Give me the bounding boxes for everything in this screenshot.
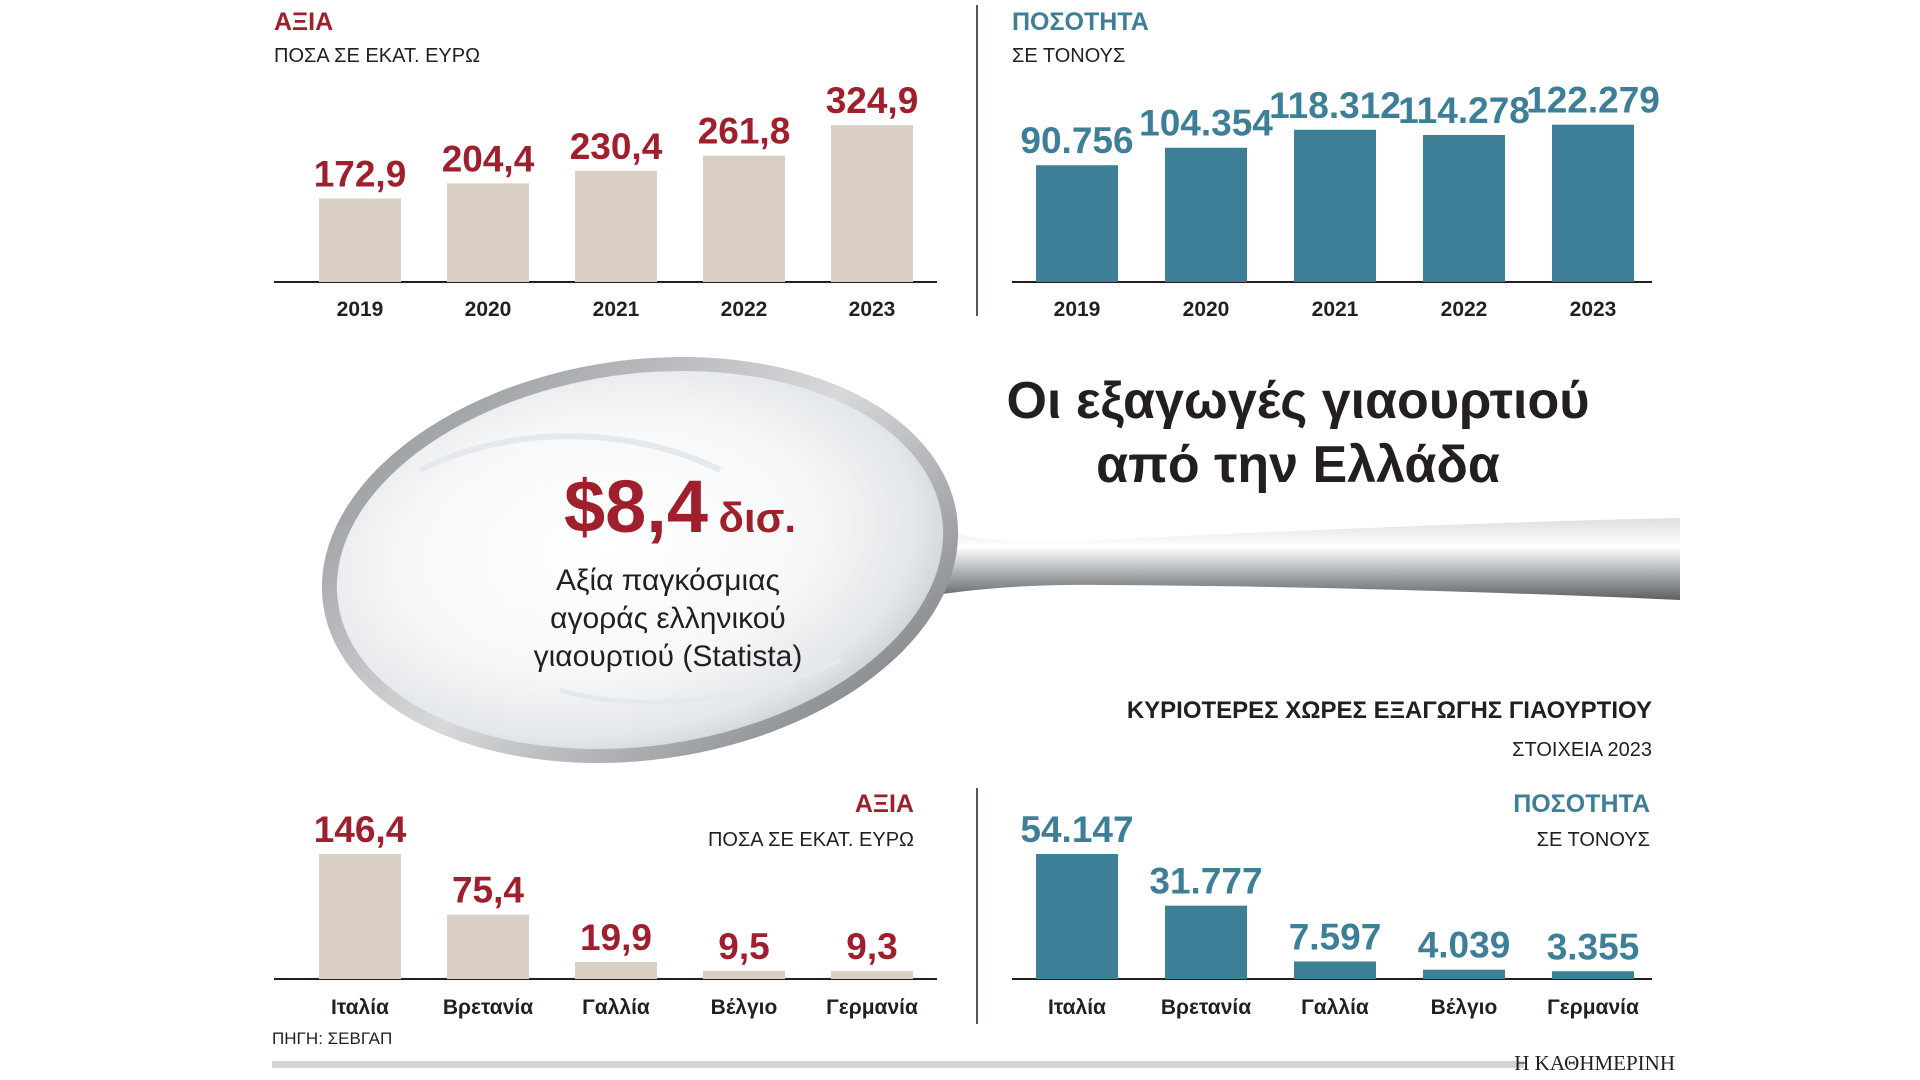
- bar-γαλλία: [1294, 961, 1376, 979]
- bar-ιταλία: [319, 854, 401, 979]
- chart-subtitle-value-year: ΠΟΣΑ ΣΕ ΕΚΑΤ. ΕΥΡΩ: [274, 45, 480, 67]
- chart-title-volume-country: ΠΟΣΟΤΗΤΑ: [1513, 790, 1650, 818]
- spoon-caption-line-3: γιαουρτιού (Statista): [534, 640, 803, 673]
- countries-section-title: ΚΥΡΙΟΤΕΡΕΣ ΧΩΡΕΣ ΕΞΑΓΩΓΗΣ ΓΙΑΟΥΡΤΙΟΥ: [1127, 697, 1652, 724]
- spoon-illustration: [321, 357, 1680, 763]
- chart-title-volume-year: ΠΟΣΟΤΗΤΑ: [1012, 8, 1149, 36]
- tick-label-2021: 2021: [1312, 298, 1359, 321]
- tick-label-γερμανία: Γερμανία: [826, 996, 918, 1019]
- headline-line-2: από την Ελλάδα: [1096, 436, 1500, 494]
- chart-title-value-year: ΑΞΙΑ: [274, 8, 333, 36]
- bar-2021: [575, 170, 657, 282]
- tick-label-2019: 2019: [337, 298, 384, 321]
- tick-label-γαλλία: Γαλλία: [1301, 996, 1369, 1019]
- bar-βέλγιο: [703, 970, 785, 979]
- tick-label-βέλγιο: Βέλγιο: [711, 996, 778, 1019]
- data-label-ιταλία: 146,4: [314, 809, 407, 850]
- tick-label-2021: 2021: [593, 298, 640, 321]
- data-label-2021: 118.312: [1269, 85, 1401, 126]
- data-label-2020: 204,4: [442, 138, 535, 179]
- source-note: ΠΗΓΗ: ΣΕΒΓΑΠ: [272, 1029, 392, 1048]
- spoon-handle: [905, 518, 1680, 600]
- footer-rule: [272, 1061, 1524, 1068]
- bar-βρετανία: [1165, 905, 1247, 979]
- bar-2019: [1036, 165, 1118, 282]
- bar-2021: [1294, 129, 1376, 282]
- chart-title-value-country: ΑΞΙΑ: [855, 790, 914, 818]
- tick-label-βρετανία: Βρετανία: [443, 996, 533, 1019]
- tick-label-ιταλία: Ιταλία: [331, 996, 389, 1019]
- data-label-γερμανία: 3.355: [1547, 926, 1640, 967]
- data-label-2019: 172,9: [314, 154, 407, 195]
- tick-label-βέλγιο: Βέλγιο: [1431, 996, 1498, 1019]
- bar-2023: [831, 125, 913, 282]
- data-label-2021: 230,4: [570, 126, 663, 167]
- yogurt-swirl: [559, 657, 842, 705]
- data-label-2023: 324,9: [826, 80, 919, 121]
- tick-label-2023: 2023: [849, 298, 896, 321]
- data-label-2022: 114.278: [1398, 90, 1530, 131]
- data-label-γαλλία: 7.597: [1289, 916, 1382, 957]
- yogurt: [336, 370, 944, 750]
- data-label-2023: 122.279: [1526, 80, 1660, 121]
- data-label-γερμανία: 9,3: [846, 926, 897, 967]
- data-label-βρετανία: 31.777: [1149, 861, 1262, 902]
- spoon-big-number: $8,4 δισ.: [564, 465, 796, 548]
- chart-volume-by-country: 54.147 Ιταλία 31.777 Βρετανία 7.597 Γαλλία 4.0…: [1012, 809, 1652, 1019]
- chart-value-by-year: 172,9 2019 204,4 2020 230,4 2021 261,8 2022 324,…: [274, 80, 937, 321]
- chart-subtitle-volume-country: ΣΕ ΤΟΝΟΥΣ: [1537, 829, 1650, 851]
- data-label-2020: 104.354: [1139, 103, 1273, 144]
- countries-section-subtitle: ΣΤΟΙΧΕΙΑ 2023: [1512, 739, 1652, 761]
- spoon-caption-line-1: Αξία παγκόσμιας: [556, 564, 780, 597]
- bar-2020: [447, 183, 529, 282]
- spoon-big-unit: δισ.: [718, 494, 796, 541]
- tick-label-2019: 2019: [1054, 298, 1101, 321]
- tick-label-2020: 2020: [465, 298, 512, 321]
- data-label-βρετανία: 75,4: [452, 870, 524, 911]
- data-label-βέλγιο: 4.039: [1418, 925, 1511, 966]
- bar-γερμανία: [831, 971, 913, 979]
- bar-2019: [319, 198, 401, 282]
- bar-2022: [1423, 134, 1505, 282]
- spoon-caption-line-2: αγοράς ελληνικού: [550, 602, 786, 635]
- data-label-2022: 261,8: [698, 111, 791, 152]
- chart-subtitle-volume-year: ΣΕ ΤΟΝΟΥΣ: [1012, 45, 1125, 67]
- spoon-big-value: $8,4: [564, 465, 708, 548]
- tick-label-γαλλία: Γαλλία: [582, 996, 650, 1019]
- tick-label-2023: 2023: [1570, 298, 1617, 321]
- yogurt-swirl: [418, 433, 722, 473]
- bar-2022: [703, 155, 785, 282]
- bar-2020: [1165, 147, 1247, 282]
- tick-label-2022: 2022: [721, 298, 768, 321]
- headline-line-1: Οι εξαγωγές γιαουρτιού: [1007, 372, 1590, 430]
- bar-γερμανία: [1552, 971, 1634, 979]
- publisher-logo: Η ΚΑΘΗΜΕΡΙΝΗ: [1514, 1051, 1675, 1075]
- bar-γαλλία: [575, 962, 657, 979]
- data-label-2019: 90.756: [1020, 120, 1133, 161]
- data-label-ιταλία: 54.147: [1020, 809, 1133, 850]
- chart-value-by-country: 146,4 Ιταλία 75,4 Βρετανία 19,9 Γαλλία 9,5 Βέλγ…: [274, 809, 937, 1019]
- chart-volume-by-year: 90.756 2019 104.354 2020 118.312 2021 114.278 2…: [1012, 80, 1660, 321]
- tick-label-γερμανία: Γερμανία: [1547, 996, 1639, 1019]
- bar-βέλγιο: [1423, 969, 1505, 979]
- data-label-βέλγιο: 9,5: [718, 926, 769, 967]
- data-label-γαλλία: 19,9: [580, 917, 652, 958]
- chart-subtitle-value-country: ΠΟΣΑ ΣΕ ΕΚΑΤ. ΕΥΡΩ: [708, 829, 914, 851]
- tick-label-2020: 2020: [1183, 298, 1230, 321]
- bar-ιταλία: [1036, 854, 1118, 979]
- tick-label-βρετανία: Βρετανία: [1161, 996, 1251, 1019]
- bar-βρετανία: [447, 914, 529, 979]
- tick-label-2022: 2022: [1441, 298, 1488, 321]
- bar-2023: [1552, 124, 1634, 282]
- tick-label-ιταλία: Ιταλία: [1048, 996, 1106, 1019]
